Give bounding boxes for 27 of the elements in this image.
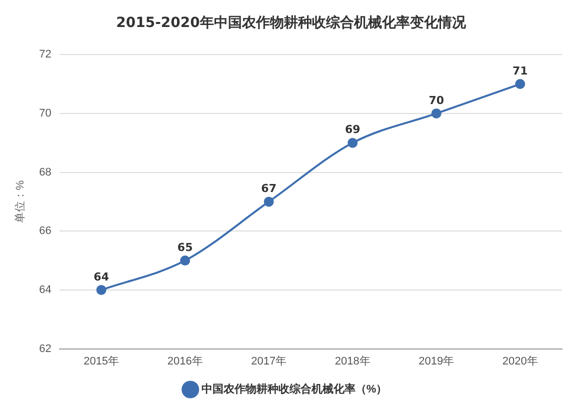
data-label: 70 [428,94,444,107]
data-label: 71 [512,64,528,78]
point [431,108,442,118]
x-tick-label: 2015年 [84,355,120,368]
x-tick-label: 2016年 [167,355,203,368]
data-label: 64 [94,270,110,284]
data-label: 67 [261,182,276,196]
y-axis-title: 单位：% [14,180,27,224]
x-tick-label: 2020年 [502,355,538,368]
x-tick-label: 2017年 [251,355,287,368]
x-tick-label: 2018年 [334,355,370,368]
chart-title: 2015-2020年中国农作物耕种收综合机械化率变化情况 [115,14,467,33]
point [264,196,274,207]
point [348,138,358,148]
data-label: 65 [177,240,193,254]
y-tick-label: 72 [39,48,52,61]
legend-label: 中国农作物耕种收综合机械化率（%） [201,382,388,396]
point [515,79,526,90]
y-tick-label: 66 [39,225,52,238]
y-tick-label: 68 [39,166,52,178]
data-label: 69 [344,123,360,136]
y-tick-label: 62 [39,342,52,355]
point [180,256,190,266]
point [96,284,106,295]
y-tick-label: 70 [39,107,52,120]
x-tick-label: 2019年 [418,355,454,368]
y-tick-label: 64 [39,284,52,296]
